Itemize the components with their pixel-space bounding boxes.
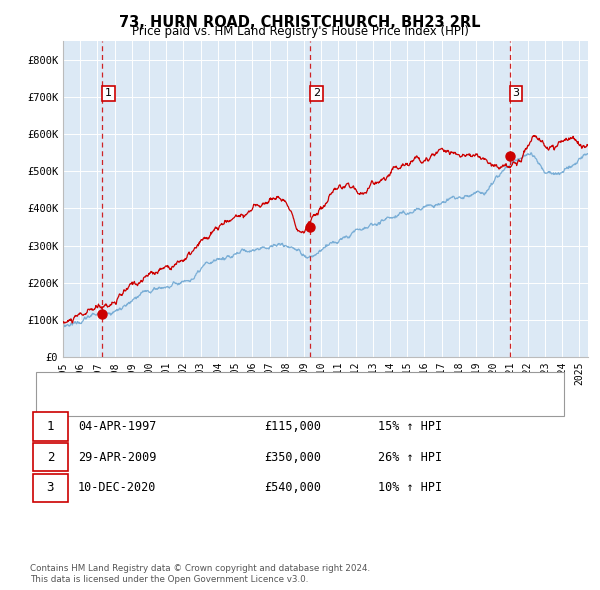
Text: Contains HM Land Registry data © Crown copyright and database right 2024.: Contains HM Land Registry data © Crown c… (30, 565, 370, 573)
Text: 3: 3 (47, 481, 54, 494)
Text: £540,000: £540,000 (264, 481, 321, 494)
Text: 10% ↑ HPI: 10% ↑ HPI (378, 481, 442, 494)
Text: 15% ↑ HPI: 15% ↑ HPI (378, 420, 442, 433)
Text: 1: 1 (105, 88, 112, 99)
Text: 2: 2 (313, 88, 320, 99)
Text: 10-DEC-2020: 10-DEC-2020 (78, 481, 157, 494)
Text: 1: 1 (47, 420, 54, 433)
Text: 2: 2 (47, 451, 54, 464)
Text: HPI: Average price, detached house, Bournemouth Christchurch and Poole: HPI: Average price, detached house, Bour… (81, 399, 487, 408)
Text: 3: 3 (512, 88, 520, 99)
Text: 04-APR-1997: 04-APR-1997 (78, 420, 157, 433)
Text: 73, HURN ROAD, CHRISTCHURCH, BH23 2RL (detached house): 73, HURN ROAD, CHRISTCHURCH, BH23 2RL (d… (81, 379, 423, 389)
Text: 29-APR-2009: 29-APR-2009 (78, 451, 157, 464)
Text: This data is licensed under the Open Government Licence v3.0.: This data is licensed under the Open Gov… (30, 575, 308, 584)
Text: Price paid vs. HM Land Registry's House Price Index (HPI): Price paid vs. HM Land Registry's House … (131, 25, 469, 38)
Text: 26% ↑ HPI: 26% ↑ HPI (378, 451, 442, 464)
Text: £350,000: £350,000 (264, 451, 321, 464)
Text: £115,000: £115,000 (264, 420, 321, 433)
Text: 73, HURN ROAD, CHRISTCHURCH, BH23 2RL: 73, HURN ROAD, CHRISTCHURCH, BH23 2RL (119, 15, 481, 30)
